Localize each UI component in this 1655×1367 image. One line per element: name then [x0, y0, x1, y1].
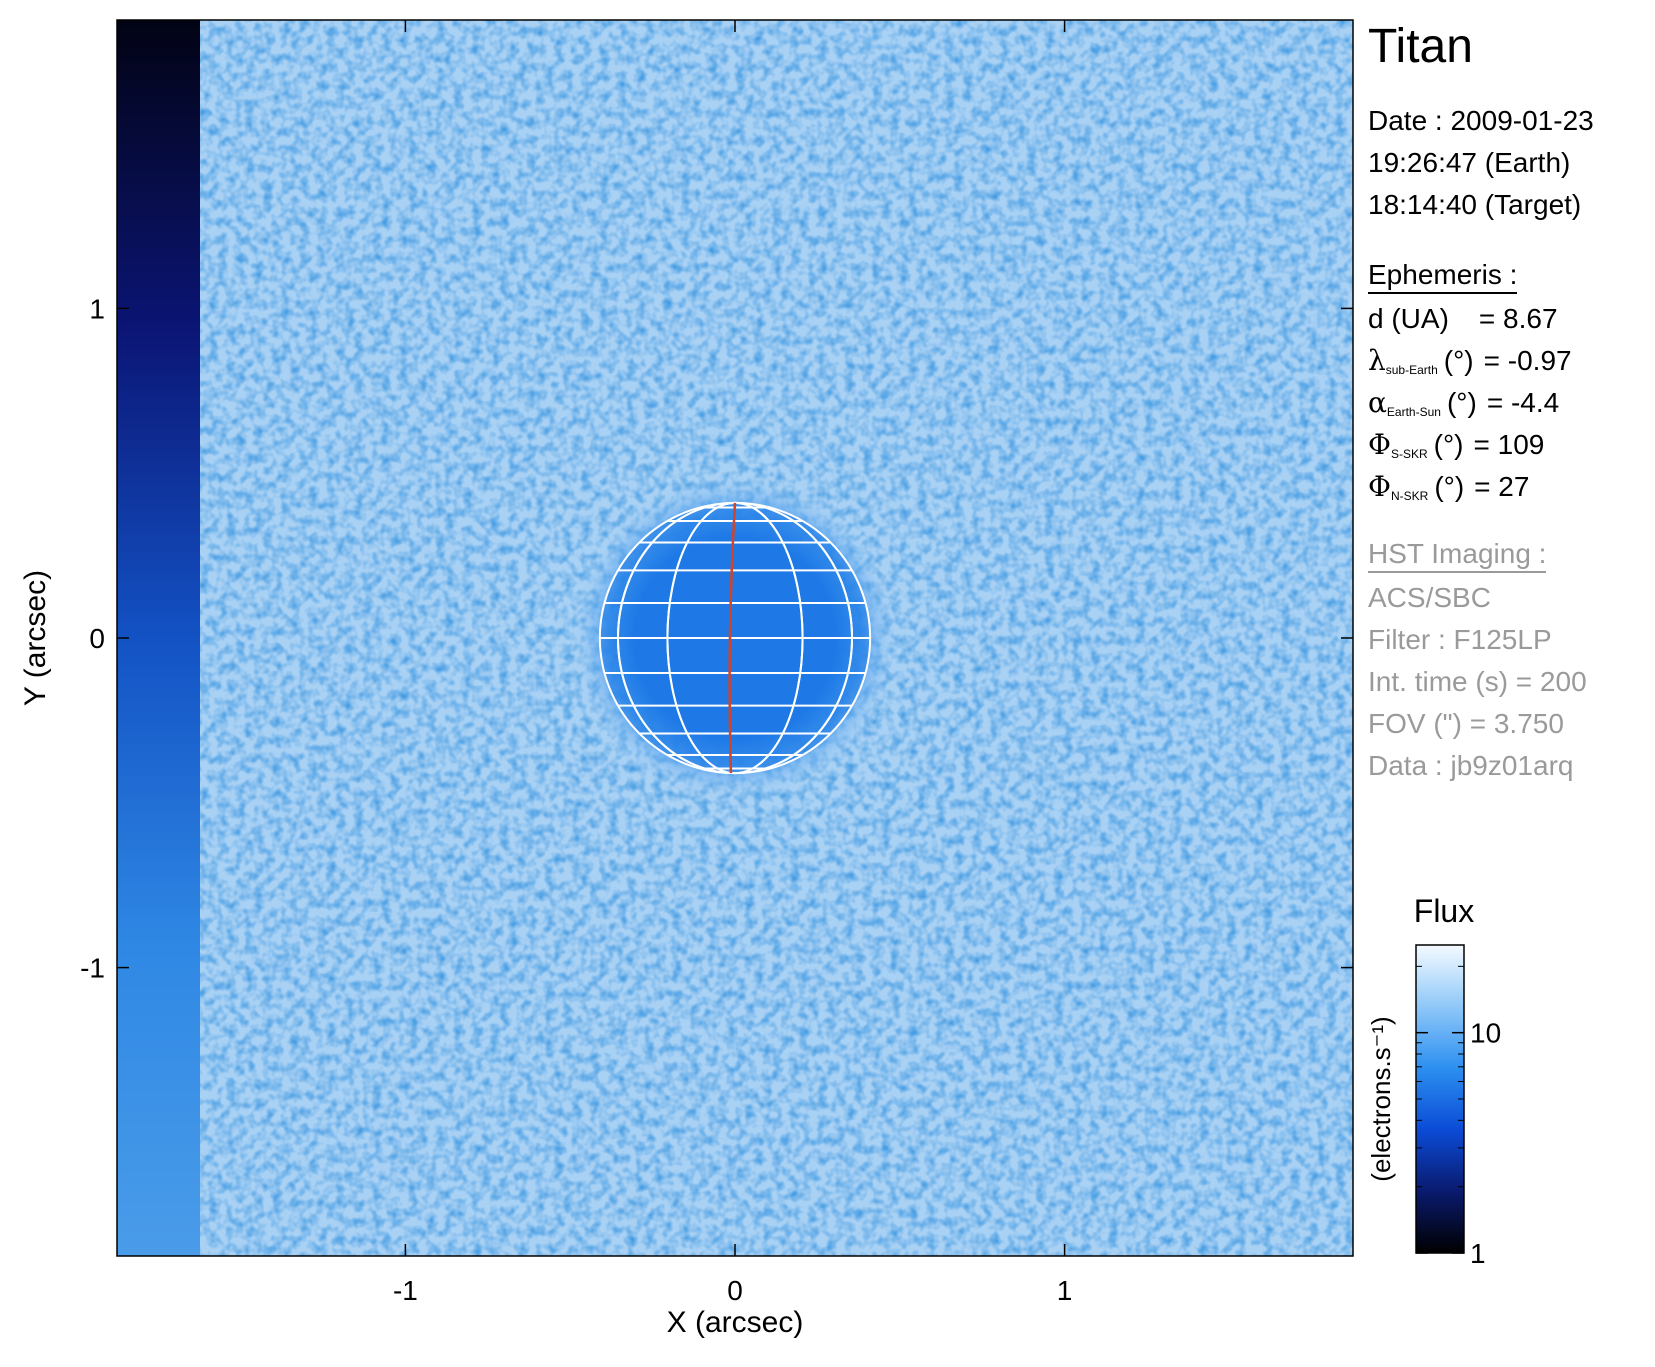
y-tick-label: 0 [89, 623, 105, 654]
ephemeris-subscript: N-SKR [1390, 489, 1429, 503]
imaging-line: Data : jb9z01arq [1368, 750, 1574, 781]
x-tick-label: 1 [1057, 1275, 1073, 1306]
x-tick-label: 0 [727, 1275, 743, 1306]
ephemeris-unit: (°) [1443, 345, 1474, 376]
imaging-line: FOV (") = 3.750 [1368, 708, 1564, 739]
earth-time-line: 19:26:47 (Earth) [1368, 147, 1571, 178]
ephemeris-subscript: Earth-Sun [1386, 405, 1441, 419]
ephemeris-unit: (°) [1433, 429, 1464, 460]
x-axis: -1 0 1 [393, 20, 1072, 1306]
target-time-line: 18:14:40 (Target) [1368, 189, 1582, 220]
ephemeris-label: d (UA) [1368, 303, 1449, 334]
ephemeris-row: d (UA) = 8.67 [1368, 302, 1558, 336]
ephemeris-row: λsub-Earth (°) = -0.97 [1368, 344, 1572, 383]
y-axis: 1 0 -1 [80, 293, 1353, 984]
target-title: Titan [1368, 20, 1473, 73]
colorbar-ticks: 1 10 [1416, 1018, 1501, 1269]
y-tick-label: -1 [80, 953, 105, 984]
ephemeris-value: = 109 [1473, 429, 1545, 460]
lat-lon-grid [598, 501, 872, 775]
ephemeris-symbol: Φ [1368, 470, 1391, 503]
ephemeris-symbol: λ [1368, 344, 1386, 377]
x-axis-title: X (arcsec) [667, 1306, 804, 1339]
imaging-line: Int. time (s) = 200 [1368, 666, 1587, 697]
imaging-line: Filter : F125LP [1368, 624, 1552, 655]
ephemeris-value: = -4.4 [1486, 387, 1560, 418]
colorbar-scale [1415, 944, 1465, 1254]
ephemeris-value: = 8.67 [1478, 303, 1558, 334]
imaging-header: HST Imaging : [1368, 538, 1547, 573]
colorbar: Flux 1 10 (electrons.s⁻¹) [1366, 893, 1501, 1269]
colorbar-unit-label: (electrons.s⁻¹) [1366, 1016, 1396, 1181]
ephemeris-symbol: α [1368, 386, 1387, 419]
colorbar-tick-label: 1 [1470, 1238, 1486, 1269]
detector-edge-band [117, 20, 200, 1256]
colorbar-minor-ticks [1416, 965, 1464, 1188]
ephemeris-subscript: sub-Earth [1385, 363, 1438, 377]
ephemeris-row: ΦN-SKR (°) = 27 [1368, 470, 1529, 509]
ephemeris-header: Ephemeris : [1368, 259, 1518, 294]
colorbar-title: Flux [1414, 893, 1474, 929]
ephemeris-value: = 27 [1474, 471, 1530, 502]
y-tick-label: 1 [89, 293, 105, 324]
ephemeris-subscript: S-SKR [1390, 447, 1428, 461]
ephemeris-unit: (°) [1446, 387, 1477, 418]
ephemeris-symbol: Φ [1368, 428, 1391, 461]
x-tick-label: -1 [393, 1275, 418, 1306]
ephemeris-value: = -0.97 [1483, 345, 1572, 376]
colorbar-tick-label: 10 [1470, 1018, 1501, 1049]
ephemeris-unit: (°) [1434, 471, 1465, 502]
image-layer [117, 20, 1353, 1256]
date-line: Date : 2009-01-23 [1368, 105, 1594, 136]
central-meridian [728, 502, 737, 774]
y-axis-title: Y (arcsec) [19, 570, 52, 706]
ephemeris-row: αEarth-Sun (°) = -4.4 [1368, 386, 1559, 425]
ephemeris-row: ΦS-SKR (°) = 109 [1368, 428, 1544, 467]
imaging-line: ACS/SBC [1368, 582, 1491, 613]
